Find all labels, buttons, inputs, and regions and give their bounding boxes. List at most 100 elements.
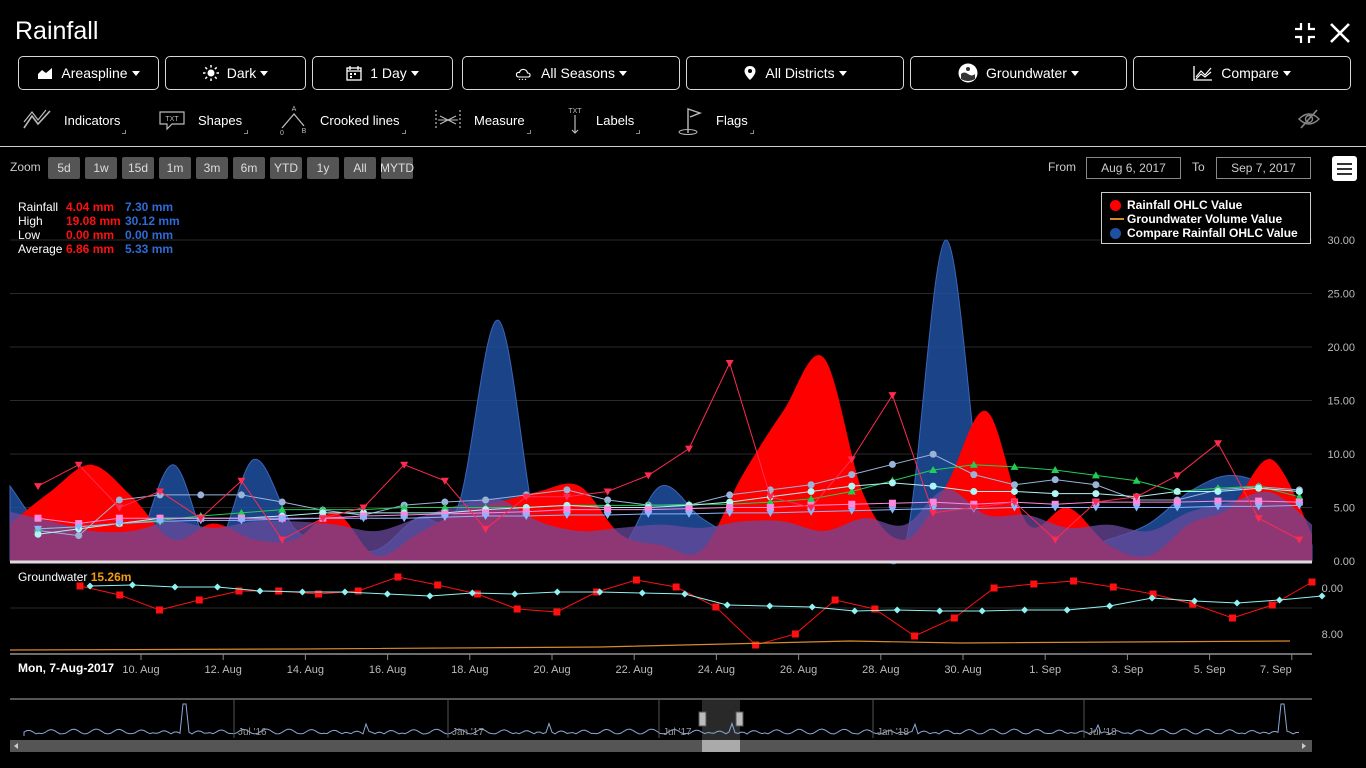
zoom-mytd-button[interactable]: MYTD xyxy=(380,157,414,179)
groundwater-dropdown[interactable]: Groundwater xyxy=(910,56,1127,90)
gw-red-marker xyxy=(1030,580,1038,588)
indicator-lightblue-marker xyxy=(359,515,368,523)
period-dropdown[interactable]: 1 Day xyxy=(312,56,453,90)
zoom-1w-button[interactable]: 1w xyxy=(85,157,117,179)
gw-cyan-marker xyxy=(171,583,179,591)
scroll-left-arrow xyxy=(14,743,18,749)
gw-cyan-marker xyxy=(86,582,94,590)
to-date-input[interactable]: Sep 7, 2017 xyxy=(1216,157,1311,179)
indicator-green-marker xyxy=(1010,462,1019,470)
indicator-lightblue-marker xyxy=(603,511,612,519)
shapes-tool[interactable]: TXT Shapes xyxy=(158,100,249,140)
from-date-input[interactable]: Aug 6, 2017 xyxy=(1086,157,1181,179)
indicator-pink-marker xyxy=(1051,500,1059,508)
gw-red-marker xyxy=(1268,601,1276,609)
indicator-pink-marker xyxy=(1255,497,1263,505)
period-label: 1 Day xyxy=(370,65,407,81)
indicator-lightblue-marker xyxy=(278,516,287,524)
gw-cyan-marker xyxy=(341,588,349,596)
x-tick-label: 20. Aug xyxy=(533,664,570,676)
flag-icon xyxy=(678,108,703,135)
zoom-1m-button[interactable]: 1m xyxy=(159,157,191,179)
collapse-icon[interactable] xyxy=(1292,20,1318,46)
gw-cyan-marker xyxy=(256,587,264,595)
indicator-green-marker xyxy=(847,487,856,495)
navigator-label: Jul '18 xyxy=(1088,727,1117,738)
zoom-ytd-button[interactable]: YTD xyxy=(270,157,302,179)
indicator-green-marker xyxy=(807,494,816,502)
weather-icon xyxy=(515,68,531,80)
indicator-lightblue-marker xyxy=(74,523,83,531)
indicator-green-marker xyxy=(278,505,287,513)
legend-item-groundwater[interactable]: Groundwater Volume Value xyxy=(1110,212,1302,226)
zoom-3m-button[interactable]: 3m xyxy=(196,157,228,179)
measure-tool[interactable]: Measure xyxy=(434,100,531,140)
season-dropdown[interactable]: All Seasons xyxy=(462,56,680,90)
series-area-rainfall xyxy=(10,355,1312,561)
indicator-lightblue-marker xyxy=(522,513,531,521)
indicator-lightblue-marker xyxy=(237,517,246,525)
gw-red-marker xyxy=(235,587,243,595)
close-icon[interactable] xyxy=(1327,20,1353,46)
indicator-steel-marker xyxy=(888,460,896,468)
indicator-pink-marker xyxy=(1133,498,1141,506)
crooked-lines-tool[interactable]: A 0 B Crooked lines xyxy=(278,100,406,140)
stats-red-value: 19.08 mm xyxy=(66,214,121,228)
legend-item-rainfall[interactable]: Rainfall OHLC Value xyxy=(1110,198,1302,212)
series-area-overlap xyxy=(10,489,1312,561)
indicator-pink-marker xyxy=(888,499,896,507)
indicator-lightblue-marker xyxy=(725,509,734,517)
indicator-lightblue-marker xyxy=(34,525,42,533)
indicator-steel-marker xyxy=(726,491,734,499)
flags-tool[interactable]: Flags xyxy=(676,100,754,140)
gw-red-line xyxy=(79,576,1313,646)
zoom-1y-button[interactable]: 1y xyxy=(307,157,339,179)
indicator-lightblue-marker xyxy=(1132,504,1141,512)
indicator-steel-marker xyxy=(604,496,612,504)
indicator-red-marker xyxy=(318,515,327,523)
stats-label: Low xyxy=(18,228,41,242)
compare-dropdown[interactable]: Compare xyxy=(1133,56,1351,90)
zoom-6m-button[interactable]: 6m xyxy=(233,157,265,179)
chart-type-dropdown[interactable]: Areaspline xyxy=(18,56,159,90)
indicator-red-marker xyxy=(1091,499,1100,507)
y-tick-label: 20.00 xyxy=(1327,342,1355,354)
x-tick-label: 30. Aug xyxy=(944,664,981,676)
gw-cyan-marker xyxy=(978,607,986,615)
stats-row-average: Average 6.86 mm 5.33 mm xyxy=(18,242,180,256)
theme-dropdown[interactable]: Dark xyxy=(165,56,306,90)
indicators-tool[interactable]: Indicators xyxy=(22,100,127,140)
hide-drawings-icon[interactable] xyxy=(1297,108,1321,130)
indicator-steel-marker xyxy=(970,471,978,479)
indicator-lightblue-marker xyxy=(1213,503,1222,511)
from-label: From xyxy=(1048,160,1076,174)
gw-red-marker xyxy=(155,606,163,614)
chart-menu-button[interactable] xyxy=(1332,156,1357,181)
indicator-red-marker xyxy=(400,461,409,469)
indicator-lightblue-marker xyxy=(156,518,165,526)
indicator-pink-marker xyxy=(685,505,693,513)
indicator-red-line xyxy=(37,361,1300,541)
indicator-cyan-marker xyxy=(1214,487,1222,495)
zoom-5d-button[interactable]: 5d xyxy=(48,157,80,179)
gw-cyan-marker xyxy=(383,590,391,598)
labels-tool[interactable]: TXT Labels xyxy=(564,100,641,140)
theme-label: Dark xyxy=(226,65,257,81)
svg-text:0: 0 xyxy=(280,130,284,136)
legend-item-compare[interactable]: Compare Rainfall OHLC Value xyxy=(1110,226,1302,240)
gw-red-marker xyxy=(1070,577,1078,585)
groundwater-icon xyxy=(958,63,978,83)
indicator-red-marker xyxy=(847,456,856,464)
stats-red-value: 4.04 mm xyxy=(66,200,115,214)
indicator-pink-marker xyxy=(1295,498,1303,506)
indicator-red-marker xyxy=(644,472,653,480)
indicator-lightblue-marker xyxy=(481,513,490,521)
zoom-15d-button[interactable]: 15d xyxy=(122,157,154,179)
indicator-lightblue-marker xyxy=(400,515,409,523)
gw-red-marker xyxy=(990,584,998,592)
compare-chart-icon xyxy=(1193,66,1213,81)
district-dropdown[interactable]: All Districts xyxy=(686,56,904,90)
gw-y-tick-label: 8.00 xyxy=(1322,629,1343,641)
zoom-all-button[interactable]: All xyxy=(344,157,376,179)
